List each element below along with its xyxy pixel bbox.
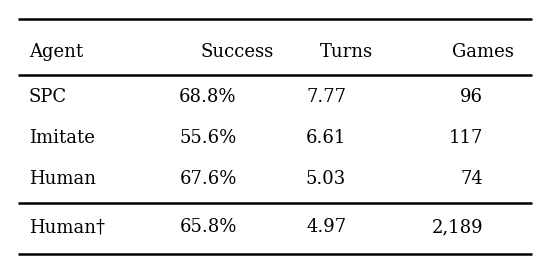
Text: Human: Human xyxy=(29,170,96,188)
Text: 2,189: 2,189 xyxy=(431,218,483,236)
Text: 117: 117 xyxy=(449,129,483,147)
Text: 65.8%: 65.8% xyxy=(179,218,236,236)
Text: 7.77: 7.77 xyxy=(306,88,346,106)
Text: 74: 74 xyxy=(460,170,483,188)
Text: 68.8%: 68.8% xyxy=(179,88,236,106)
Text: Agent: Agent xyxy=(29,43,83,61)
Text: Success: Success xyxy=(200,43,273,61)
Text: Games: Games xyxy=(452,43,514,61)
Text: 96: 96 xyxy=(460,88,483,106)
Text: Imitate: Imitate xyxy=(29,129,95,147)
Text: 67.6%: 67.6% xyxy=(179,170,236,188)
Text: SPC: SPC xyxy=(29,88,67,106)
Text: 6.61: 6.61 xyxy=(306,129,346,147)
Text: 4.97: 4.97 xyxy=(306,218,346,236)
Text: 5.03: 5.03 xyxy=(306,170,346,188)
Text: 55.6%: 55.6% xyxy=(179,129,236,147)
Text: Human†: Human† xyxy=(29,218,104,236)
Text: Turns: Turns xyxy=(320,43,373,61)
